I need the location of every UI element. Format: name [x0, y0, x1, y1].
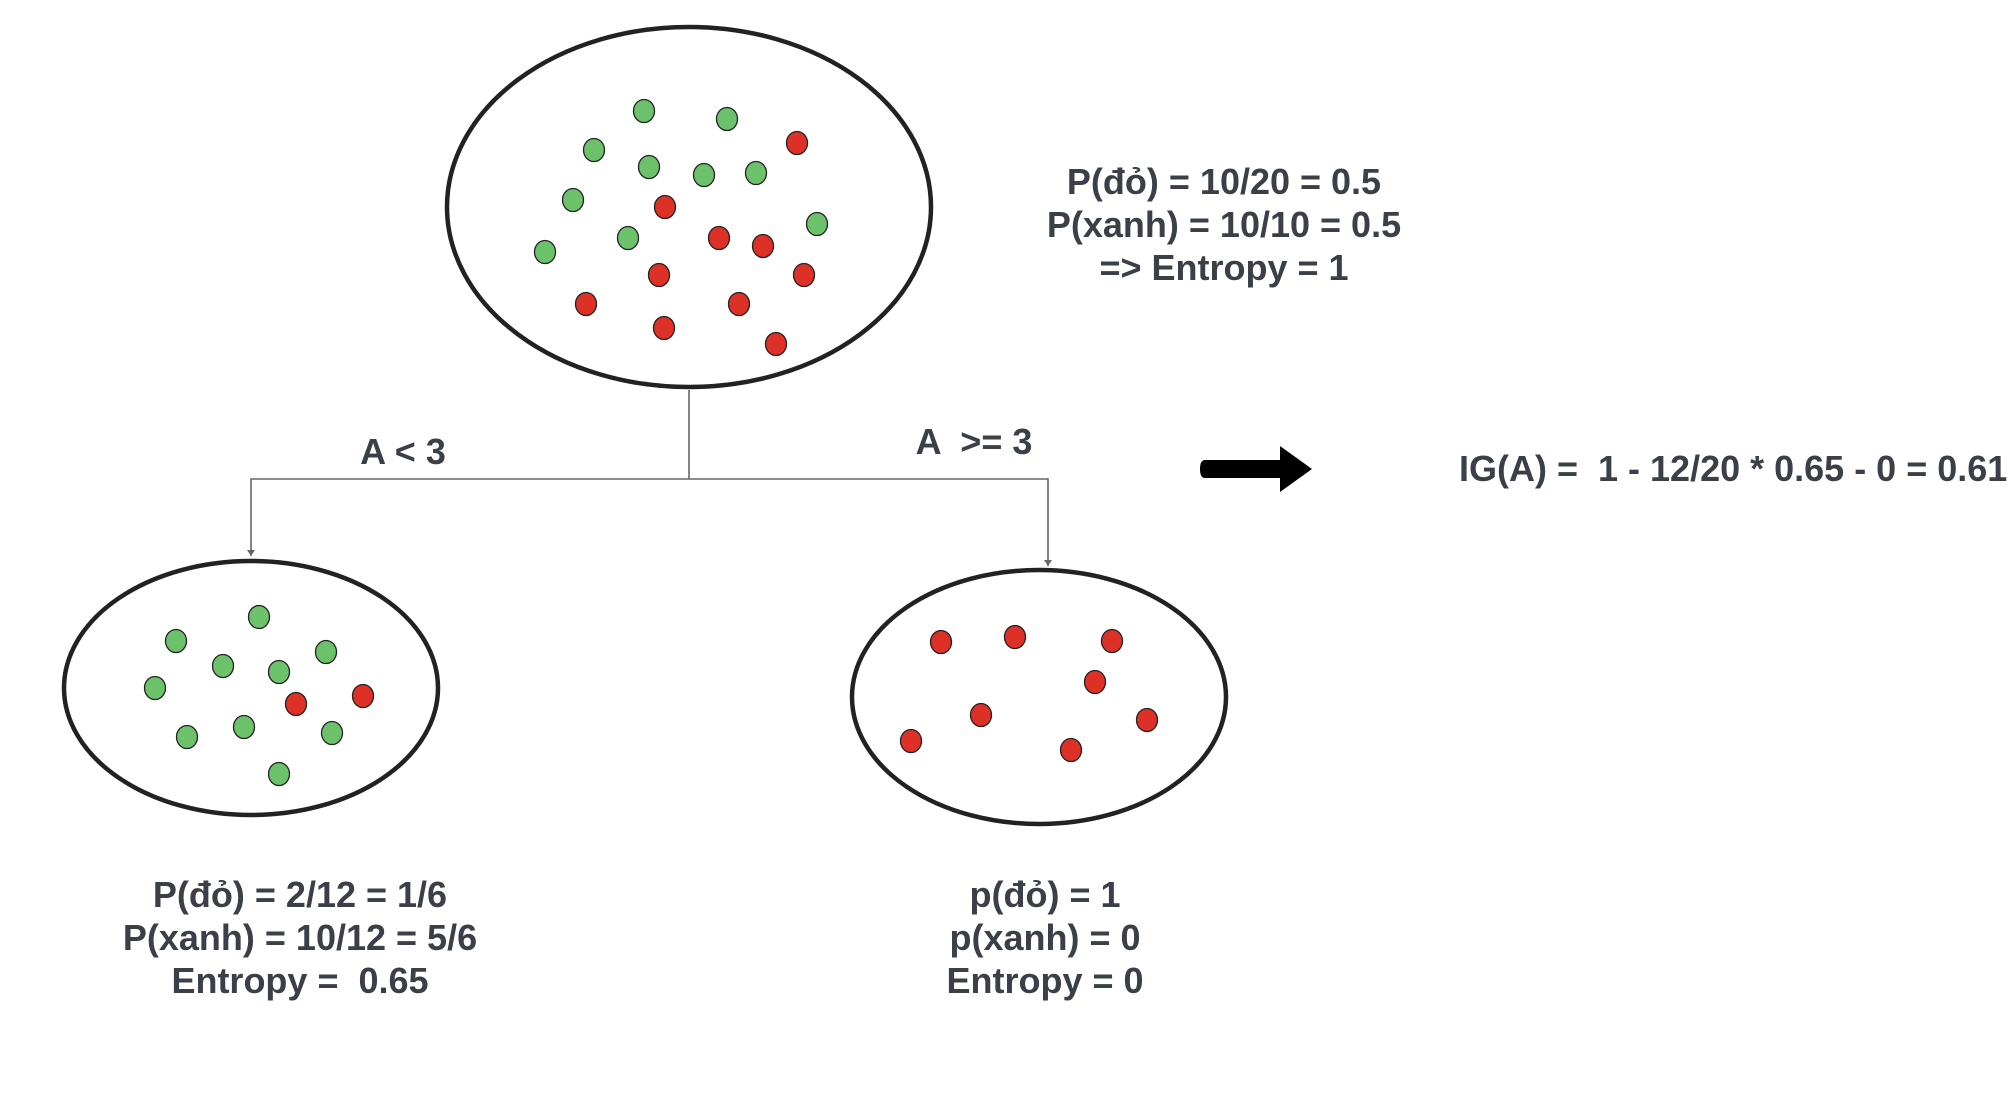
green-sample-dot: [616, 225, 640, 251]
red-sample-dot: [1100, 628, 1124, 654]
red-sample-dot: [1083, 669, 1107, 695]
green-sample-dot: [533, 239, 557, 265]
green-sample-dot: [164, 628, 188, 654]
left-child-samples: [143, 604, 375, 787]
tree-edges: [247, 390, 1052, 566]
right-arrow-icon: [1200, 446, 1312, 492]
information-gain-formula: IG(A) = 1 - 12/20 * 0.65 - 0 = 0.61: [1459, 448, 2007, 489]
green-sample-dot: [805, 211, 829, 237]
green-sample-dot: [211, 653, 235, 679]
right-child-samples: [899, 624, 1159, 763]
edge-to-left-child: [247, 478, 689, 556]
red-sample-dot: [751, 233, 775, 259]
green-sample-dot: [143, 675, 167, 701]
right-stat-p-green: p(xanh) = 0: [949, 917, 1140, 958]
red-sample-dot: [284, 691, 308, 717]
right-stat-entropy: Entropy = 0: [946, 960, 1143, 1001]
root-samples: [533, 98, 829, 357]
root-stats: P(đỏ) = 10/20 = 0.5 P(xanh) = 10/10 = 0.…: [1047, 161, 1401, 288]
green-sample-dot: [314, 639, 338, 665]
split-label-left: A < 3: [360, 431, 446, 472]
green-sample-dot: [232, 714, 256, 740]
root-stat-p-red: P(đỏ) = 10/20 = 0.5: [1067, 161, 1381, 202]
green-sample-dot: [267, 761, 291, 787]
red-sample-dot: [707, 225, 731, 251]
red-sample-dot: [727, 291, 751, 317]
root-stat-entropy: => Entropy = 1: [1099, 247, 1348, 288]
red-sample-dot: [652, 315, 676, 341]
right-stat-p-red: p(đỏ) = 1: [970, 874, 1121, 915]
root-node: [444, 24, 934, 390]
split-label-right: A >= 3: [916, 421, 1033, 462]
left-stat-p-green: P(xanh) = 10/12 = 5/6: [123, 917, 477, 958]
green-sample-dot: [637, 154, 661, 180]
green-sample-dot: [632, 98, 656, 124]
green-sample-dot: [175, 724, 199, 750]
green-sample-dot: [582, 137, 606, 163]
right-child-node: [849, 567, 1229, 827]
green-sample-dot: [692, 162, 716, 188]
red-sample-dot: [1135, 707, 1159, 733]
red-sample-dot: [653, 194, 677, 220]
root-stat-p-green: P(xanh) = 10/10 = 0.5: [1047, 204, 1401, 245]
root-ellipse: [444, 24, 934, 390]
red-sample-dot: [929, 629, 953, 655]
green-sample-dot: [744, 160, 768, 186]
right-child-stats: p(đỏ) = 1 p(xanh) = 0 Entropy = 0: [946, 874, 1143, 1001]
red-sample-dot: [1003, 624, 1027, 650]
red-sample-dot: [969, 702, 993, 728]
red-sample-dot: [574, 291, 598, 317]
red-sample-dot: [351, 683, 375, 709]
green-sample-dot: [267, 659, 291, 685]
red-sample-dot: [1059, 737, 1083, 763]
green-sample-dot: [320, 720, 344, 746]
left-stat-p-red: P(đỏ) = 2/12 = 1/6: [153, 874, 447, 915]
red-sample-dot: [785, 130, 809, 156]
edge-to-right-child: [689, 478, 1052, 566]
left-stat-entropy: Entropy = 0.65: [171, 960, 428, 1001]
left-child-node: [61, 558, 441, 818]
left-child-stats: P(đỏ) = 2/12 = 1/6 P(xanh) = 10/12 = 5/6…: [123, 874, 477, 1001]
red-sample-dot: [899, 728, 923, 754]
green-sample-dot: [561, 187, 585, 213]
green-sample-dot: [247, 604, 271, 630]
red-sample-dot: [764, 331, 788, 357]
right-child-ellipse: [849, 567, 1229, 827]
green-sample-dot: [715, 106, 739, 132]
red-sample-dot: [647, 262, 671, 288]
red-sample-dot: [792, 262, 816, 288]
left-child-ellipse: [61, 558, 441, 818]
